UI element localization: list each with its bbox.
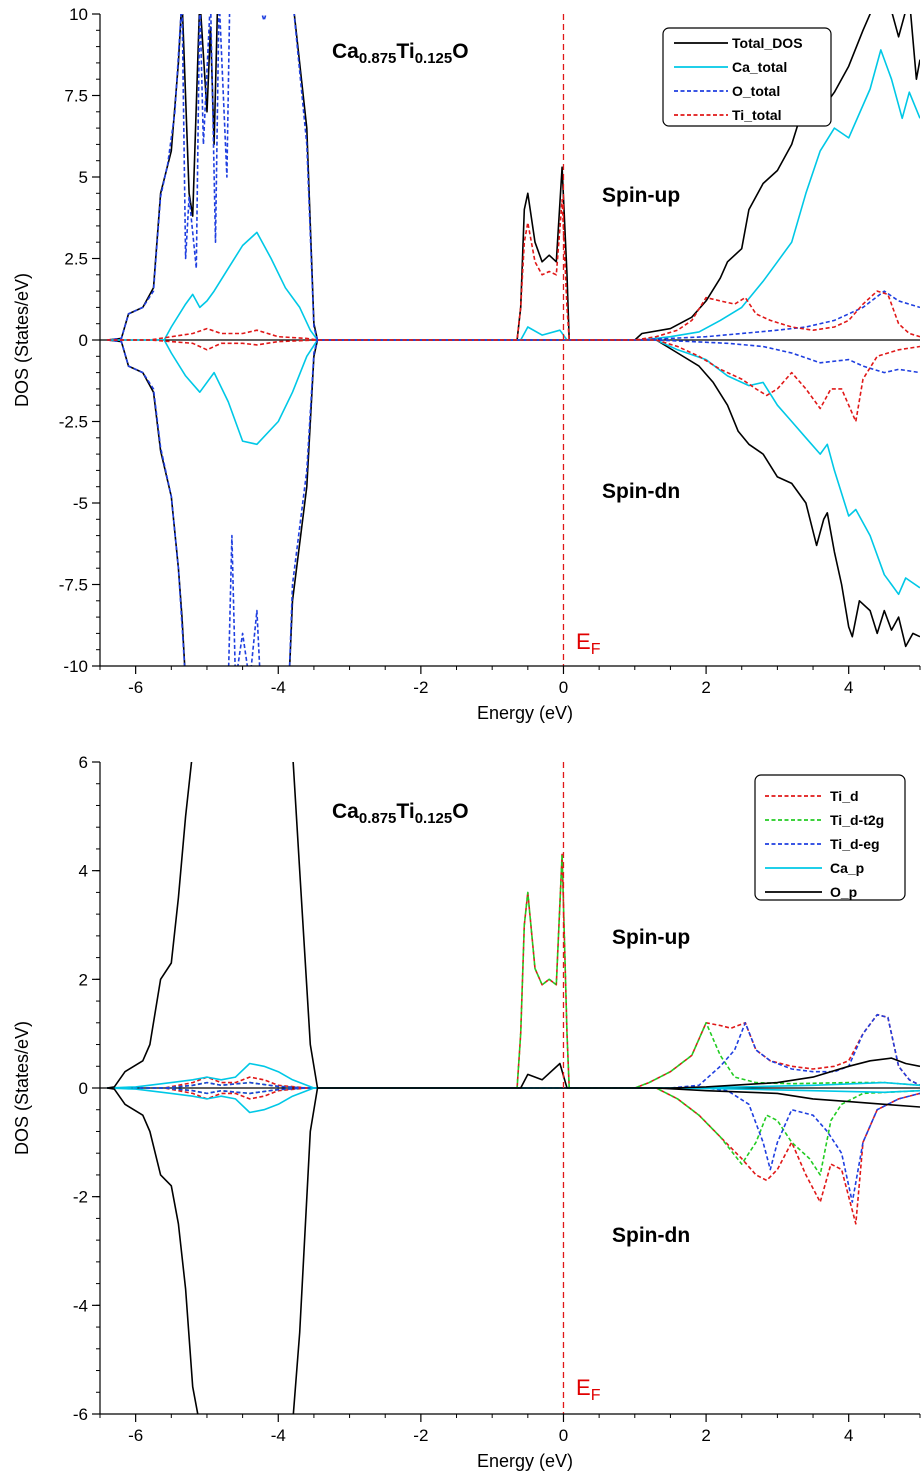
- y-axis-label: DOS (States/eV): [12, 273, 32, 407]
- series-line-ti-total-up: [107, 199, 920, 341]
- x-tick-label: 4: [844, 1426, 853, 1445]
- y-tick-label: 4: [79, 862, 88, 881]
- spin-dn-label: Spin-dn: [602, 480, 680, 503]
- legend-entry: Ti_d: [830, 788, 859, 804]
- y-tick-label: 0: [79, 331, 88, 350]
- fermi-label-base: E: [576, 1375, 591, 1400]
- y-tick-label: 7.5: [64, 87, 88, 106]
- y-tick-label: -7.5: [59, 576, 88, 595]
- series-line-total-dos-dn: [107, 339, 920, 666]
- x-axis-label: Energy (eV): [477, 1451, 573, 1471]
- y-tick-label: 0: [79, 1079, 88, 1098]
- formula-text: O: [452, 40, 468, 63]
- series-line-ti-d-dn: [107, 1087, 920, 1225]
- x-tick-label: 2: [701, 1426, 710, 1445]
- legend: Total_DOS Ca_total O_total Ti_total: [662, 27, 832, 127]
- series-line-o-total-up: [107, 14, 920, 341]
- formula-subscript: 0.125: [415, 810, 453, 827]
- spin-dn-label: Spin-dn: [612, 1224, 690, 1247]
- series-line-ti-total-dn: [107, 339, 920, 423]
- x-tick-label: 0: [559, 1426, 568, 1445]
- legend-entry: O_total: [732, 83, 780, 99]
- formula-text: Ti: [396, 800, 414, 823]
- formula-text: Ca: [332, 40, 359, 63]
- formula-subscript: 0.875: [359, 50, 397, 67]
- series-group: [106, 762, 920, 1414]
- series-line-o-total-dn: [107, 339, 920, 666]
- x-tick-label: -2: [413, 678, 428, 697]
- x-tick-label: -2: [413, 1426, 428, 1445]
- x-axis-label: Energy (eV): [477, 703, 573, 723]
- legend-entry: Ca_p: [830, 860, 864, 876]
- x-tick-label: -4: [271, 678, 286, 697]
- series-line-ca-p-dn: [107, 1087, 920, 1114]
- legend-entry: Ti_d-t2g: [830, 812, 884, 828]
- y-tick-label: -5: [73, 494, 88, 513]
- x-tick-label: 2: [701, 678, 710, 697]
- y-tick-label: -10: [63, 657, 88, 676]
- dos-chart-1: -6 -4 -2 0 2 4 -10 -7.5 -5 -2.5 0 2.5 5 7.5 10 Energy (…: [12, 5, 921, 723]
- formula-subscript: 0.875: [359, 810, 397, 827]
- series-line-ca-p-up: [107, 1062, 920, 1089]
- legend: Ti_d Ti_d-t2g Ti_d-eg Ca_p O_p: [754, 774, 906, 901]
- y-tick-label: 5: [79, 168, 88, 187]
- legend-entry: Ti_d-eg: [830, 836, 880, 852]
- legend-entry: Total_DOS: [732, 35, 803, 51]
- formula-text: Ti: [396, 40, 414, 63]
- formula-text: Ca: [332, 800, 359, 823]
- x-tick-label: -6: [128, 1426, 143, 1445]
- y-tick-label: -6: [73, 1405, 88, 1424]
- fermi-label-sub: F: [591, 641, 601, 658]
- fermi-level-label: EF: [576, 1375, 601, 1404]
- y-tick-label: 6: [79, 753, 88, 772]
- fermi-label-base: E: [576, 629, 591, 654]
- spin-up-label: Spin-up: [612, 926, 690, 949]
- series-line-ti-d-eg-dn: [107, 1087, 920, 1203]
- dos-chart-2: -6 -4 -2 0 2 4 -6 -4 -2 0 2 4 6 Energy (eV) DOS (State…: [12, 753, 921, 1471]
- y-tick-label: -2.5: [59, 413, 88, 432]
- series-line-ca-total-up: [107, 49, 920, 341]
- legend-entry: O_p: [830, 884, 857, 900]
- formula-text: O: [452, 800, 468, 823]
- y-tick-label: 2.5: [64, 250, 88, 269]
- legend-box: [662, 27, 832, 127]
- spin-up-label: Spin-up: [602, 184, 680, 207]
- legend-entry: Ti_total: [732, 107, 782, 123]
- y-tick-label: -2: [73, 1188, 88, 1207]
- series-group: [107, 14, 920, 666]
- series-line-o-p-up: [106, 762, 920, 1089]
- x-tick-label: 0: [559, 678, 568, 697]
- x-tick-label: -4: [271, 1426, 286, 1445]
- formula-label: Ca0.875Ti0.125O: [332, 40, 469, 67]
- y-tick-label: 2: [79, 970, 88, 989]
- legend-entry: Ca_total: [732, 59, 787, 75]
- y-axis-label: DOS (States/eV): [12, 1021, 32, 1155]
- formula-label: Ca0.875Ti0.125O: [332, 800, 469, 827]
- fermi-level-label: EF: [576, 629, 601, 658]
- x-tick-label: -6: [128, 678, 143, 697]
- formula-subscript: 0.125: [415, 50, 453, 67]
- fermi-label-sub: F: [591, 1387, 601, 1404]
- series-line-o-p-dn: [106, 1087, 920, 1414]
- series-line-ti-d-t2g-dn: [107, 1087, 920, 1176]
- series-line-ti-d-eg-up: [107, 1013, 920, 1089]
- y-tick-label: -4: [73, 1296, 88, 1315]
- y-tick-label: 10: [69, 5, 88, 24]
- x-tick-label: 4: [844, 678, 853, 697]
- series-line-ca-total-dn: [107, 339, 920, 596]
